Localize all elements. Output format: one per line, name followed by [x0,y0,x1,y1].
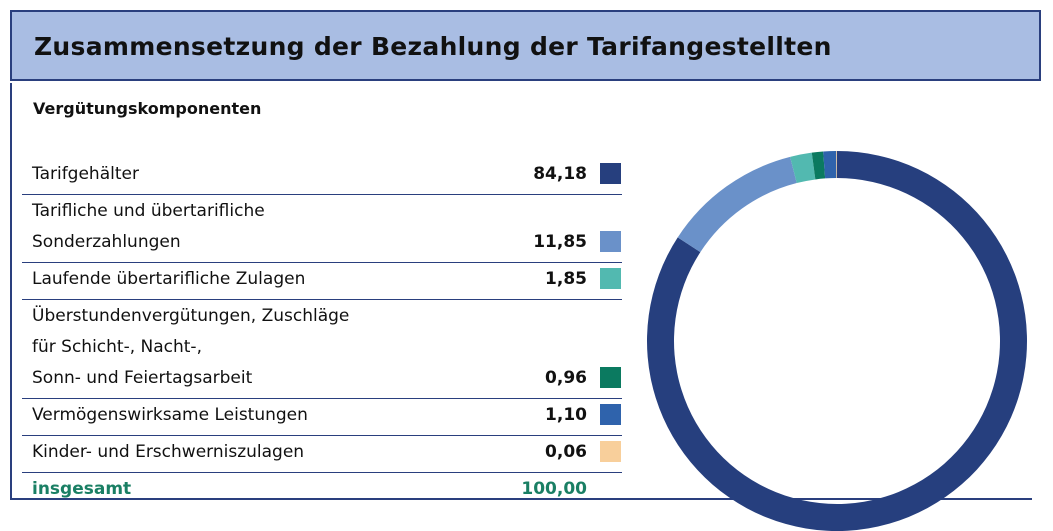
row-label: Überstundenvergütungen, Zuschläge für Sc… [32,306,350,388]
legend-swatch [600,231,621,252]
donut-segment [790,152,816,184]
donut-segment [823,151,837,179]
donut-segment [811,151,826,180]
legend-swatch [600,404,621,425]
total-label: insgesamt [32,479,132,499]
row-label: Tarifgehälter [32,164,139,184]
header: Zusammensetzung der Bezahlung der Tarifa… [10,10,1041,81]
frame [10,83,1032,500]
chart-title: Zusammensetzung der Bezahlung der Tarifa… [34,32,832,61]
row-label: Tarifliche und übertarifliche Sonderzahl… [32,201,265,252]
row-value: 84,18 [533,164,587,184]
total-row: insgesamt 100,00 [22,473,622,509]
legend-swatch [600,441,621,462]
legend-table: Tarifgehälter 84,18 Tarifliche und übertar… [22,158,622,509]
table-row: Vermögenswirksame Leistungen 1,10 [22,399,622,436]
table-row: Tarifgehälter 84,18 [22,158,622,195]
table-row: Tarifliche und übertarifliche Sonderzahl… [22,195,622,263]
row-value: 1,10 [545,405,587,425]
row-label: Kinder- und Erschwerniszulagen [32,442,305,462]
legend-swatch [600,268,621,289]
table-row: Kinder- und Erschwerniszulagen 0,06 [22,436,622,473]
table-row: Überstundenvergütungen, Zuschläge für Sc… [22,300,622,399]
row-value: 0,06 [545,442,587,462]
table-row: Laufende übertarifliche Zulagen 1,85 [22,263,622,300]
row-label: Laufende übertarifliche Zulagen [32,269,306,289]
donut-segment [836,151,837,179]
row-label: Vermögenswirksame Leistungen [32,405,308,425]
row-value: 11,85 [533,232,587,252]
row-value: 1,85 [545,269,587,289]
total-value: 100,00 [521,479,587,499]
donut-segment [677,156,797,253]
subtitle: Vergütungskomponenten [33,99,262,118]
legend-swatch [600,367,621,388]
legend-swatch [600,163,621,184]
row-value: 0,96 [545,368,587,388]
